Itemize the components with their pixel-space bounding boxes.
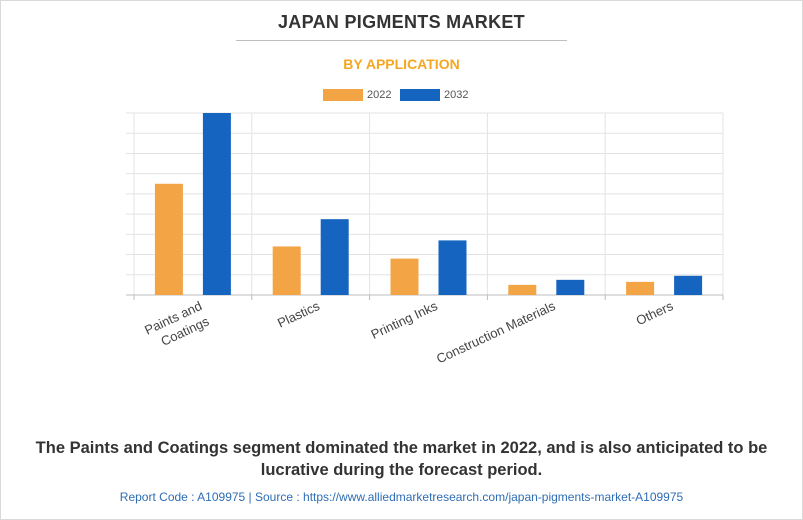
bar-2022-plastics [272, 246, 301, 295]
bar-2032-construction-materials [556, 279, 585, 295]
legend-item-2022: 2022 [323, 88, 391, 102]
chart-caption: The Paints and Coatings segment dominate… [35, 439, 768, 479]
bar-2032-paints-and-coatings [202, 113, 231, 295]
legend-swatch-2022 [323, 89, 363, 101]
x-tick-label-line: Plastics [275, 298, 322, 331]
bar-2032-printing-inks [438, 240, 467, 295]
title-divider [236, 40, 567, 41]
x-tick-label-line: Construction Materials [434, 298, 558, 366]
legend-swatch-2032 [400, 89, 440, 101]
bar-2022-paints-and-coatings [154, 183, 183, 295]
bar-2022-others [626, 281, 655, 295]
chart-subtitle: BY APPLICATION [343, 56, 460, 72]
chart-title: JAPAN PIGMENTS MARKET [278, 12, 525, 32]
source-line: Report Code : A109975 | Source : https:/… [119, 490, 684, 504]
bar-2022-construction-materials [508, 284, 537, 295]
bar-2022-printing-inks [390, 258, 419, 295]
x-tick-label: Construction Materials [434, 298, 558, 366]
bar-2032-plastics [320, 219, 349, 295]
x-tick-label: Plastics [275, 298, 322, 331]
legend-label-2032: 2032 [444, 89, 469, 101]
x-tick-label: Others [634, 298, 676, 328]
legend-item-2032: 2032 [400, 88, 468, 102]
bar-2032-others [674, 275, 703, 295]
x-tick-label-line: Others [634, 298, 676, 328]
x-tick-label-line: Printing Inks [369, 298, 441, 342]
bar-chart: Paints andCoatings Plastics Printing InksC… [126, 112, 724, 366]
x-tick-label: Printing Inks [369, 298, 441, 342]
x-tick-label: Paints andCoatings [142, 298, 212, 353]
legend-label-2022: 2022 [367, 89, 392, 101]
